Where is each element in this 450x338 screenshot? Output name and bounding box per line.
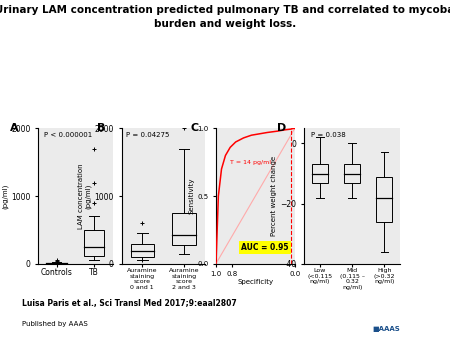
Text: C: C xyxy=(191,123,199,133)
X-axis label: Specificity: Specificity xyxy=(237,279,274,285)
Text: burden and weight loss.: burden and weight loss. xyxy=(154,19,296,29)
Text: D: D xyxy=(277,123,286,133)
Bar xyxy=(328,324,443,335)
Bar xyxy=(172,213,196,245)
Y-axis label: LAM concentration
(pg/ml): LAM concentration (pg/ml) xyxy=(0,163,9,229)
Text: P = 0.038: P = 0.038 xyxy=(311,132,346,139)
Y-axis label: LAM concentration
(pg/ml): LAM concentration (pg/ml) xyxy=(78,163,92,229)
Text: AUC = 0.95: AUC = 0.95 xyxy=(241,243,289,252)
Text: B: B xyxy=(97,123,105,133)
Text: Fig. 3 Urinary LAM concentration predicted pulmonary TB and correlated to mycoba: Fig. 3 Urinary LAM concentration predict… xyxy=(0,5,450,15)
Bar xyxy=(376,176,392,222)
Text: ■AAAS: ■AAAS xyxy=(372,326,400,332)
Y-axis label: Sensitivity: Sensitivity xyxy=(189,178,194,214)
Y-axis label: Percent weight change: Percent weight change xyxy=(271,156,277,236)
Text: Medicine: Medicine xyxy=(368,315,404,321)
Text: T = 14 pg/ml: T = 14 pg/ml xyxy=(230,160,271,165)
Text: P < 0.000001: P < 0.000001 xyxy=(44,132,92,139)
Bar xyxy=(84,230,104,256)
Text: Science: Science xyxy=(375,303,396,308)
Bar xyxy=(46,263,67,264)
Bar xyxy=(130,244,154,257)
Text: Luisa Paris et al., Sci Transl Med 2017;9:eaal2807: Luisa Paris et al., Sci Transl Med 2017;… xyxy=(22,299,237,308)
Bar xyxy=(312,165,328,183)
Text: Translational: Translational xyxy=(360,309,412,315)
Text: Published by AAAS: Published by AAAS xyxy=(22,321,88,327)
Text: P = 0.04275: P = 0.04275 xyxy=(126,132,169,139)
Bar xyxy=(344,165,360,183)
Text: A: A xyxy=(10,123,18,133)
